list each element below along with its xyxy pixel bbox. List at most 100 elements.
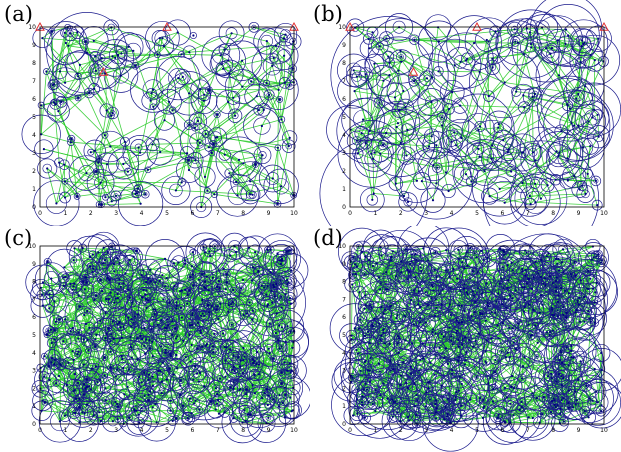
node-range-circle (85, 377, 89, 382)
anchor-triangle-icon (98, 66, 109, 76)
node-range-circle (59, 159, 70, 170)
node-range-circle (151, 30, 168, 47)
network-link (460, 71, 481, 139)
node-range-circle (469, 46, 541, 119)
network-link (181, 32, 232, 55)
node-range-circle (178, 50, 185, 58)
node-dot (596, 204, 599, 207)
node-dot (47, 365, 50, 368)
node-dot (379, 152, 382, 155)
node-dot (107, 297, 110, 301)
node-dot (278, 98, 281, 101)
node-range-circle (32, 390, 54, 412)
node-range-circle (83, 87, 95, 99)
node-dot (440, 116, 443, 119)
network-link (235, 164, 256, 183)
node-dot (55, 382, 58, 385)
node-dot (432, 164, 435, 167)
node-dot (169, 354, 172, 357)
node-range-circle (531, 90, 538, 97)
node-range-circle (44, 304, 54, 313)
node-dot (589, 145, 592, 148)
node-dot (78, 421, 81, 424)
node-range-circle (57, 271, 70, 284)
node-dot (447, 189, 450, 193)
node-dot (144, 193, 147, 196)
node-range-circle (66, 29, 74, 38)
node-range-circle (346, 62, 362, 78)
node-dot (96, 381, 99, 384)
node-range-circle (419, 70, 435, 87)
node-dot (154, 308, 157, 311)
node-dot (516, 41, 520, 45)
node-dot (145, 289, 148, 292)
network-link (460, 42, 475, 63)
network-link (193, 379, 255, 394)
node-range-circle (125, 357, 171, 403)
network-link (152, 143, 189, 161)
node-dot (186, 152, 189, 155)
node-dot (163, 257, 167, 260)
node-range-circle (223, 278, 231, 286)
node-dot (582, 42, 585, 46)
node-dot (204, 287, 207, 290)
node-dot (174, 337, 178, 340)
node-dot (596, 113, 599, 116)
node-dot (257, 269, 260, 273)
node-range-circle (536, 4, 600, 67)
y-tick-label: 10 (338, 24, 346, 31)
network-link (188, 142, 201, 171)
node-dot (286, 282, 289, 285)
network-link (499, 155, 559, 190)
node-dot (92, 267, 95, 270)
node-range-circle (397, 146, 416, 165)
node-range-circle (74, 393, 85, 404)
node-dot (51, 84, 54, 87)
node-range-circle (134, 249, 139, 253)
node-dot (597, 135, 600, 138)
node-range-circle (408, 75, 420, 87)
network-link (248, 247, 259, 272)
node-dot (120, 336, 123, 339)
node-dot (129, 346, 133, 349)
node-range-circle (96, 39, 134, 77)
node-dot (148, 373, 151, 376)
node-dot (57, 110, 60, 113)
node-dot (269, 248, 272, 251)
node-range-circle (541, 44, 560, 64)
network-link (281, 41, 294, 120)
node-range-circle (133, 289, 151, 306)
network-link (460, 105, 525, 108)
node-range-circle (88, 83, 101, 95)
node-range-circle (278, 277, 283, 283)
node-dot (453, 64, 456, 67)
node-dot (251, 193, 254, 196)
x-tick-label: 2 (89, 427, 93, 434)
node-range-circle (30, 293, 55, 318)
network-link (156, 379, 168, 423)
node-dot (455, 144, 458, 147)
node-dot (176, 335, 179, 338)
network-link (413, 80, 450, 110)
node-range-circle (253, 162, 258, 167)
node-range-circle (351, 71, 363, 82)
network-link (545, 47, 579, 95)
node-dot (140, 296, 144, 299)
panel-label-b: (b) (313, 2, 343, 26)
node-dot (280, 185, 283, 188)
node-dot (286, 325, 289, 328)
network-link (257, 351, 285, 363)
node-dot (209, 400, 212, 403)
network-link (83, 367, 111, 385)
node-dot (130, 356, 133, 359)
node-range-circle (180, 287, 195, 302)
node-range-circle (116, 33, 151, 69)
node-range-circle (474, 120, 486, 133)
node-dot (271, 64, 274, 67)
node-dot (568, 107, 571, 110)
node-dot (190, 265, 193, 268)
node-range-circle (188, 397, 201, 410)
network-link (548, 253, 597, 257)
node-dot (136, 337, 139, 340)
